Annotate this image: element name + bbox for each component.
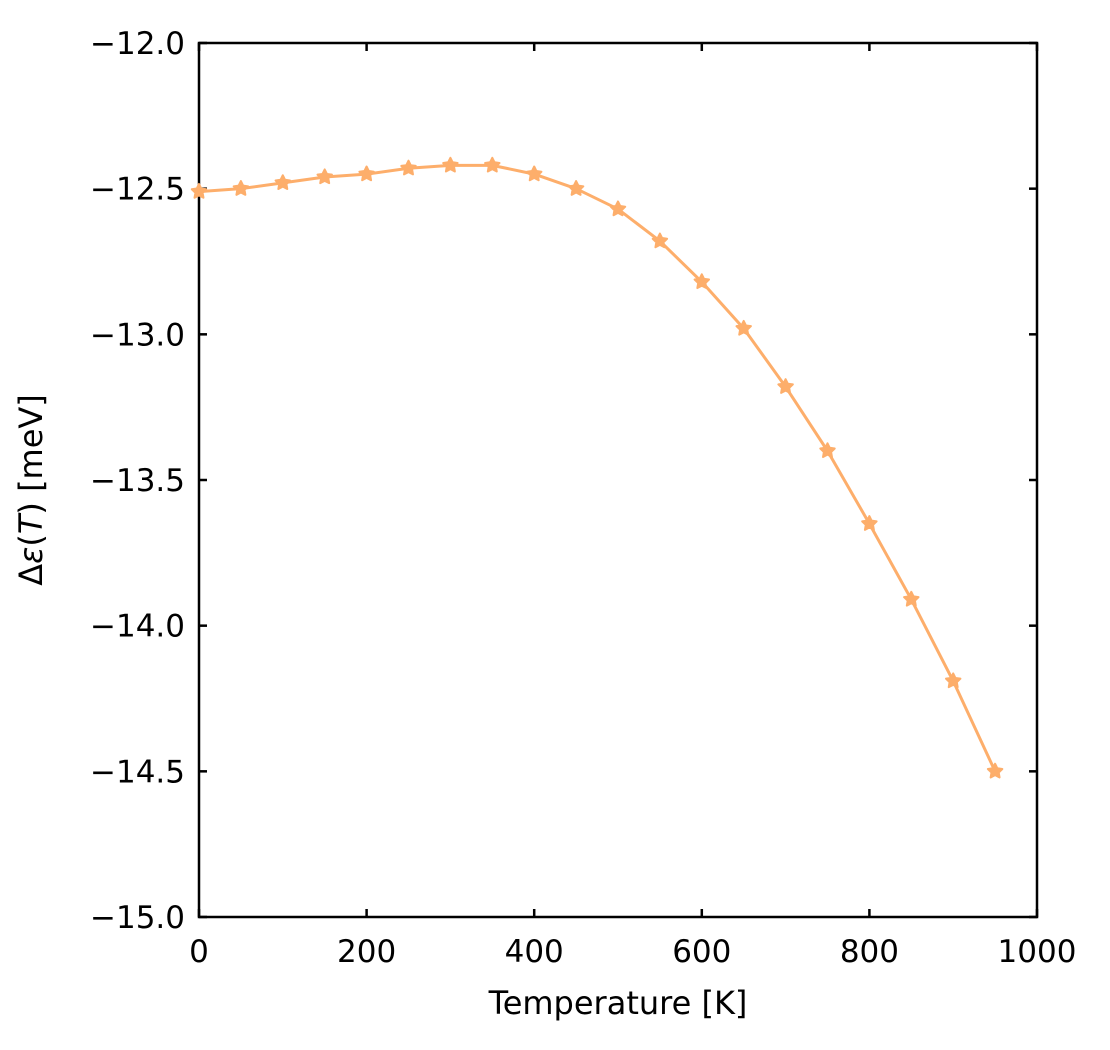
star-marker [190,182,208,199]
data-points [190,156,1004,779]
star-marker [944,672,962,689]
star-marker [316,168,333,185]
star-marker [777,378,794,394]
x-tick-label: 200 [337,934,396,970]
x-tick-label: 1000 [998,934,1077,970]
x-axis-label: Temperature [K] [488,984,748,1022]
star-marker [525,165,543,182]
star-marker [903,590,920,607]
star-marker [274,174,292,190]
y-tick-label: −12.0 [90,26,185,62]
star-marker [651,232,669,249]
star-marker [819,442,836,459]
star-marker [400,159,417,176]
star-marker [735,319,752,336]
star-marker [232,180,250,196]
y-axis: −12.0 −12.5 −13.0 −13.5 −14.0 −14.5 −15.0 [90,26,1037,936]
line-series [197,163,997,773]
x-axis: 0 200 400 600 800 1000 [189,43,1076,970]
y-axis-label: Δε(T) [meV] [12,394,50,586]
star-marker [358,165,375,182]
y-axis-label-part: ( [12,534,50,546]
y-tick-label: −13.0 [90,317,185,353]
y-axis-label-text: Δε(T) [meV] [12,394,50,586]
x-tick-label: 600 [672,934,731,970]
y-tick-label: −15.0 [90,900,185,936]
y-axis-label-part: ε [12,547,50,564]
star-marker [484,156,501,173]
y-axis-label-part: Δ [12,564,50,586]
x-tick-label: 0 [189,934,209,970]
y-tick-label: −12.5 [90,172,185,208]
star-marker [986,762,1004,779]
x-tick-label: 800 [840,934,899,970]
y-tick-label: −14.0 [90,609,185,645]
star-marker [861,515,878,531]
star-marker [693,273,711,290]
y-axis-label-part: ) [meV] [12,394,50,514]
y-axis-label-part: T [12,512,50,534]
data-line [197,163,997,773]
star-marker [609,200,627,217]
star-marker [567,180,585,196]
y-tick-label: −13.5 [90,463,185,499]
star-marker [442,156,459,173]
y-tick-label: −14.5 [90,754,185,790]
x-tick-label: 400 [505,934,564,970]
